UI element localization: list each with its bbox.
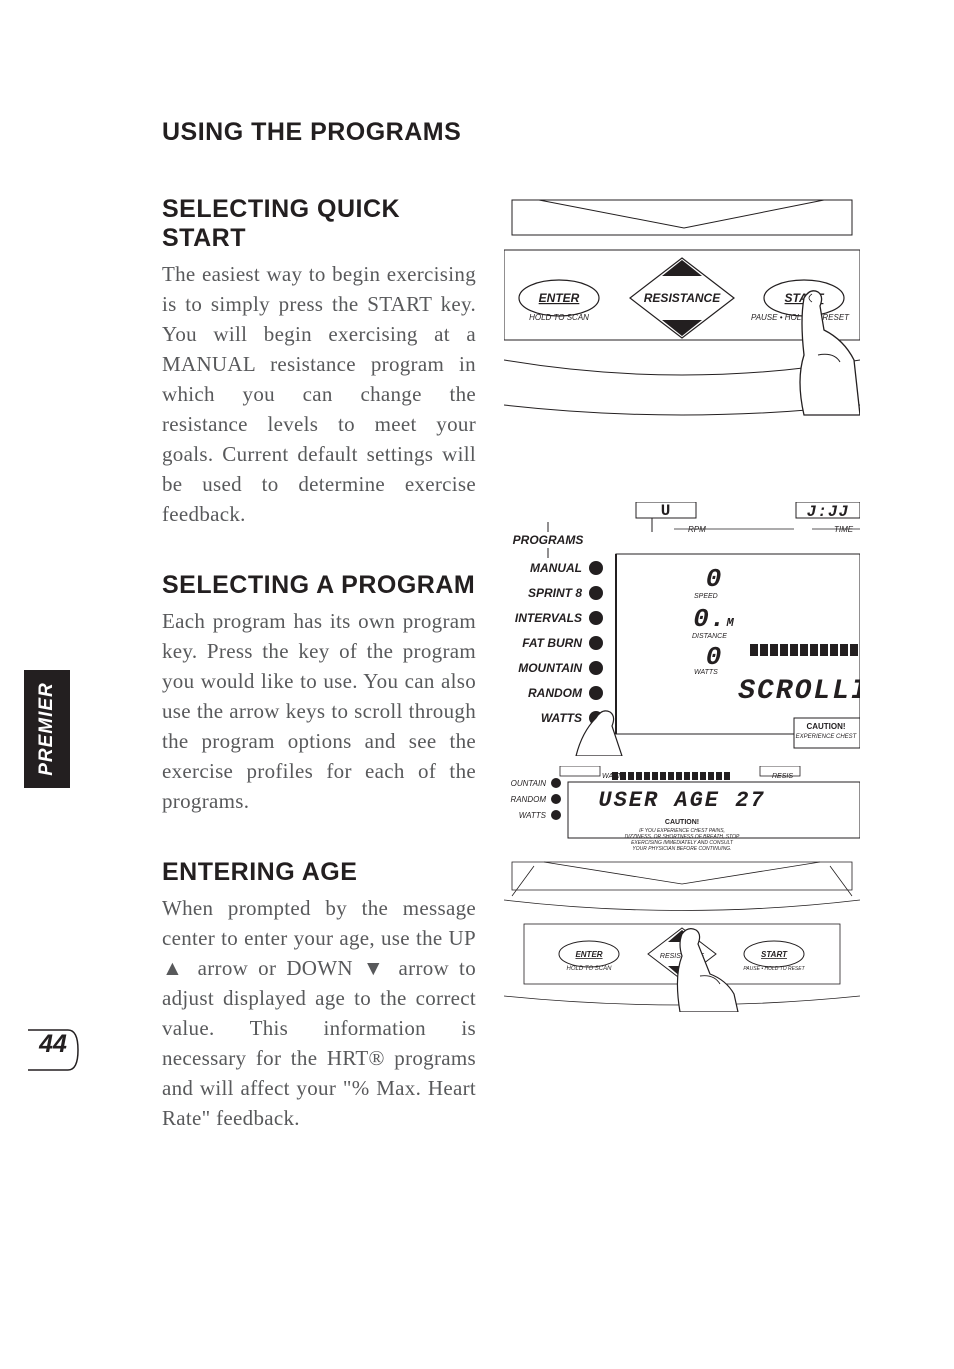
- svg-text:MOUNTAIN: MOUNTAIN: [518, 661, 582, 675]
- svg-text:PROGRAMS: PROGRAMS: [513, 533, 584, 547]
- svg-text:START: START: [761, 950, 788, 959]
- figure-console-start: RESISTANCE ENTER HOLD TO SCAN START PAUS…: [504, 180, 860, 420]
- finger-icon: [800, 291, 860, 415]
- section-quick-start: SELECTING QUICK START The easiest way to…: [162, 195, 476, 529]
- heading-program: SELECTING A PROGRAM: [162, 571, 476, 600]
- svg-text:RANDOM: RANDOM: [510, 795, 546, 804]
- page-number-outline: [26, 1028, 80, 1072]
- svg-text:DISTANCE: DISTANCE: [692, 633, 727, 640]
- section-tab-label: PREMIER: [36, 682, 58, 776]
- svg-text:YOUR PHYSICIAN BEFORE CONTINUI: YOUR PHYSICIAN BEFORE CONTINUING.: [632, 846, 731, 852]
- svg-text:CAUTION!: CAUTION!: [806, 722, 845, 731]
- page-number-badge: 44: [30, 1030, 76, 1072]
- svg-text:WATTS: WATTS: [519, 811, 547, 820]
- svg-text:EXPERIENCE CHEST: EXPERIENCE CHEST: [796, 734, 858, 740]
- page: PREMIER 44 USING THE PROGRAMS SELECTING …: [0, 0, 954, 1369]
- svg-text:HOLD TO SCAN: HOLD TO SCAN: [567, 966, 613, 972]
- section-tab: PREMIER: [24, 670, 70, 788]
- section-program: SELECTING A PROGRAM Each program has its…: [162, 571, 476, 816]
- finger-icon: [677, 929, 738, 1012]
- svg-text:J:JJ: J:JJ: [807, 503, 849, 521]
- svg-text:CAUTION!: CAUTION!: [665, 819, 699, 826]
- svg-text:U: U: [661, 502, 672, 520]
- svg-text:SPRINT 8: SPRINT 8: [528, 586, 582, 600]
- svg-text:PAUSE • HOLD TO RESET: PAUSE • HOLD TO RESET: [743, 966, 805, 972]
- label-hold-scan: HOLD TO SCAN: [529, 313, 589, 322]
- svg-text:INTERVALS: INTERVALS: [515, 611, 582, 625]
- svg-text:WATTS: WATTS: [694, 669, 718, 676]
- label-pause: PAUSE • HOLD TO RESET: [751, 313, 850, 322]
- figure-program-select: U J:JJ RPM TIME PROGRAMS MANUAL SPRINT 8…: [504, 502, 860, 756]
- svg-text:SPEED: SPEED: [694, 593, 718, 600]
- svg-text:ENTER: ENTER: [575, 950, 602, 959]
- label-resistance: RESISTANCE: [644, 291, 721, 305]
- body-quick-start: The easiest way to begin exercising is t…: [162, 259, 476, 529]
- svg-text:OUNTAIN: OUNTAIN: [511, 779, 547, 788]
- svg-text:SCROLLI: SCROLLI: [738, 676, 860, 707]
- heading-age: ENTERING AGE: [162, 858, 476, 887]
- svg-text:USER AGE 27: USER AGE 27: [598, 788, 765, 813]
- heading-quick-start: SELECTING QUICK START: [162, 195, 476, 253]
- svg-text:0.M: 0.M: [693, 604, 734, 634]
- svg-text:0: 0: [706, 642, 723, 672]
- svg-text:RANDOM: RANDOM: [528, 686, 583, 700]
- svg-text:TIME: TIME: [834, 525, 854, 534]
- svg-text:WATTS: WATTS: [541, 711, 582, 725]
- svg-text:MANUAL: MANUAL: [530, 561, 582, 575]
- svg-text:0: 0: [706, 564, 723, 594]
- heading-main: USING THE PROGRAMS: [162, 118, 862, 147]
- program-list: MANUAL SPRINT 8 INTERVALS FAT BURN MOUNT…: [515, 561, 603, 725]
- section-age: ENTERING AGE When prompted by the messag…: [162, 858, 476, 1133]
- figure-enter-age: WATTS RESIS OUNTAIN RANDOM WATTS USER AG…: [504, 766, 860, 1012]
- label-enter: ENTER: [539, 291, 580, 305]
- svg-text:RPM: RPM: [688, 525, 706, 534]
- body-program: Each program has its own program key. Pr…: [162, 606, 476, 816]
- svg-text:RESIS: RESIS: [772, 773, 793, 780]
- svg-text:FAT BURN: FAT BURN: [522, 636, 582, 650]
- body-age: When prompted by the message center to e…: [162, 893, 476, 1133]
